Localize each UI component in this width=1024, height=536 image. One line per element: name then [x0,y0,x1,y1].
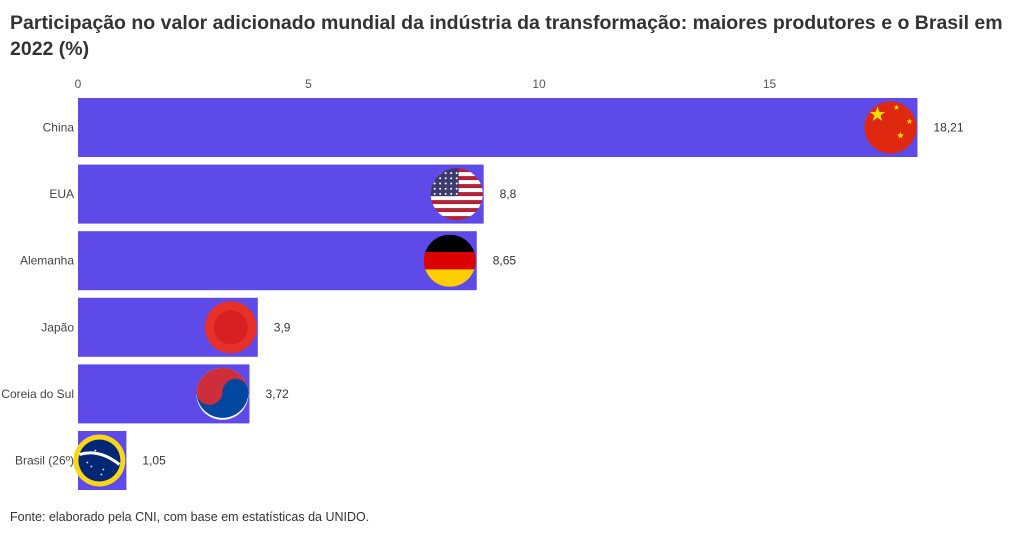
category-label: Coreia do Sul [1,387,74,401]
value-labels: 18,21 8,8 8,65 3,9 3,72 1,05 [142,121,963,468]
usa-flag-icon [430,168,483,221]
category-label: EUA [49,187,74,201]
value-label: 1,05 [142,454,166,468]
source-note: Fonte: elaborado pela CNI, com base em e… [10,510,370,524]
japan-flag-icon [204,301,257,354]
category-label: Japão [41,320,74,334]
bar [78,164,484,224]
x-tick-label: 5 [305,77,312,91]
value-label: 18,21 [933,121,963,135]
germany-flag-icon [423,234,476,287]
china-flag-icon [864,101,917,154]
brazil-flag-icon [73,434,126,487]
bar [78,231,477,291]
chart-title: Participação no valor adicionado mundial… [10,12,1003,60]
category-label: Alemanha [20,254,74,268]
x-tick-label: 15 [763,77,777,91]
category-label: China [43,121,75,135]
category-labels: China EUA Alemanha Japão Coreia do Sul Brasil… [1,121,74,468]
x-axis: 0 5 10 15 [75,77,777,91]
bar [78,98,918,157]
value-label: 8,8 [500,187,517,201]
category-label: Brasil (26º) [15,454,74,468]
x-tick-label: 10 [532,77,546,91]
value-label: 8,65 [493,254,517,268]
x-tick-label: 0 [75,77,82,91]
south-korea-flag-icon [196,367,249,420]
value-label: 3,9 [274,320,291,334]
value-label: 3,72 [265,387,289,401]
bars [73,98,918,490]
